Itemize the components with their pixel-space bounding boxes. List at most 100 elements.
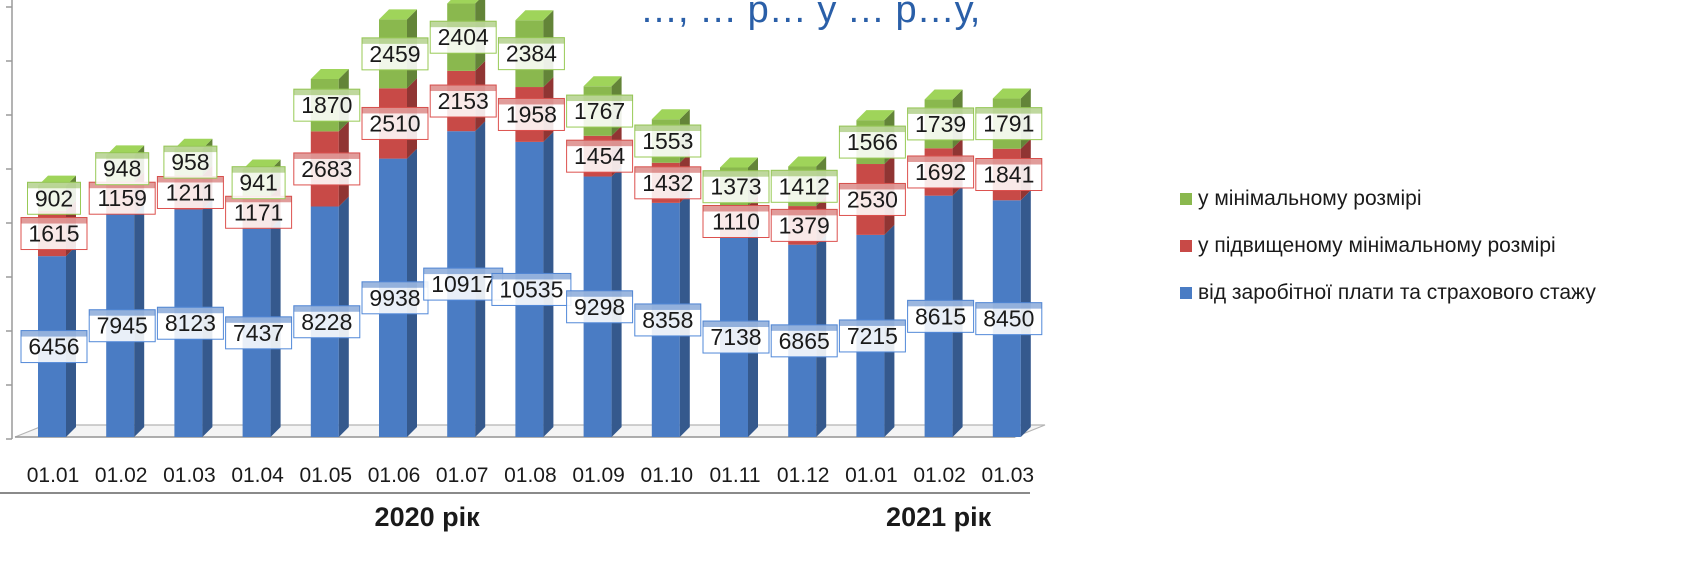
svg-text:10917: 10917: [431, 271, 495, 297]
data-label: 2384: [497, 37, 565, 71]
svg-text:1432: 1432: [642, 170, 693, 196]
data-label: 1373: [702, 170, 770, 204]
data-label: 902: [27, 181, 81, 215]
svg-text:8228: 8228: [301, 309, 352, 335]
data-label: 1171: [225, 195, 293, 229]
x-tick-label: 01.03: [163, 464, 216, 487]
x-tick-label: 01.10: [641, 464, 694, 487]
svg-text:1110: 1110: [712, 208, 760, 234]
svg-text:1379: 1379: [779, 212, 830, 238]
svg-text:1553: 1553: [642, 128, 693, 154]
data-label: 7945: [88, 309, 156, 343]
x-group-label: 2020 рік: [375, 502, 481, 532]
data-label: 7437: [225, 316, 293, 350]
legend-swatch: [1180, 239, 1192, 252]
svg-text:2530: 2530: [847, 186, 898, 212]
svg-text:1159: 1159: [97, 185, 146, 211]
data-label: 2153: [429, 84, 497, 118]
data-label: 1412: [770, 169, 838, 203]
data-label: 7138: [702, 320, 770, 354]
data-label: 6865: [770, 324, 838, 358]
svg-text:2384: 2384: [506, 41, 557, 67]
svg-text:1767: 1767: [574, 98, 625, 124]
data-label: 1958: [497, 97, 565, 131]
data-label: 1553: [634, 124, 702, 158]
legend-item: у підвищеному мінімальному розмірі: [1180, 222, 1596, 269]
legend-swatch: [1180, 286, 1192, 299]
svg-text:1841: 1841: [983, 162, 1034, 188]
svg-text:7437: 7437: [233, 320, 284, 346]
data-label: 2683: [293, 152, 361, 186]
svg-text:941: 941: [239, 170, 277, 196]
data-label: 1739: [907, 107, 975, 141]
data-label: 2530: [838, 182, 906, 216]
legend-swatch: [1180, 192, 1192, 205]
x-tick-label: 01.04: [231, 464, 284, 487]
chart-title: …, … р… у … р…у,: [640, 0, 980, 31]
data-label: 1159: [88, 181, 156, 215]
x-tick-label: 01.02: [95, 464, 148, 487]
data-label: 8228: [293, 305, 361, 339]
svg-text:1412: 1412: [779, 173, 830, 199]
svg-text:1566: 1566: [847, 129, 898, 155]
svg-text:8615: 8615: [915, 303, 966, 329]
svg-text:1739: 1739: [915, 111, 966, 137]
svg-text:2683: 2683: [301, 156, 352, 182]
svg-text:2404: 2404: [438, 24, 489, 50]
data-label: 941: [231, 166, 286, 200]
svg-text:948: 948: [103, 156, 141, 182]
data-label: 1432: [634, 166, 702, 200]
svg-text:6456: 6456: [28, 334, 79, 360]
data-label: 1211: [156, 175, 224, 209]
x-tick-label: 01.03: [982, 464, 1035, 487]
svg-text:1958: 1958: [506, 101, 557, 127]
data-label: 7215: [838, 319, 906, 353]
data-label: 10535: [491, 272, 572, 306]
data-label: 1692: [907, 155, 975, 189]
data-label: 1110: [702, 204, 770, 238]
data-label: 2459: [361, 37, 429, 71]
svg-text:7138: 7138: [710, 324, 761, 350]
x-tick-label: 01.01: [845, 464, 898, 487]
data-label: 1870: [293, 88, 361, 122]
svg-text:2459: 2459: [369, 41, 420, 67]
svg-text:1171: 1171: [234, 199, 283, 225]
svg-text:7945: 7945: [97, 313, 148, 339]
x-tick-label: 01.01: [27, 464, 80, 487]
data-label: 2510: [361, 106, 429, 140]
svg-text:1692: 1692: [915, 159, 966, 185]
x-tick-label: 01.02: [913, 464, 966, 487]
data-label: 1454: [566, 139, 634, 173]
x-tick-label: 01.11: [710, 464, 761, 487]
data-label: 1379: [770, 208, 838, 242]
legend-label: у мінімальному розмірі: [1198, 186, 1422, 210]
x-tick-label: 01.05: [300, 464, 353, 487]
legend-item: від заробітної плати та страхового стажу: [1180, 269, 1596, 316]
data-label: 1767: [566, 94, 634, 128]
data-label: 2404: [429, 20, 497, 54]
svg-text:1615: 1615: [28, 221, 79, 247]
legend-item: у мінімальному розмірі: [1180, 175, 1596, 222]
svg-text:8358: 8358: [642, 307, 693, 333]
data-label: 1841: [975, 158, 1043, 192]
svg-text:10535: 10535: [499, 276, 563, 302]
svg-text:2510: 2510: [369, 110, 420, 136]
x-tick-label: 01.08: [504, 464, 557, 487]
svg-text:2153: 2153: [438, 88, 489, 114]
data-label: 1791: [975, 107, 1043, 141]
data-label: 9938: [361, 281, 429, 315]
svg-text:1454: 1454: [574, 143, 625, 169]
legend-label: у підвищеному мінімальному розмірі: [1198, 233, 1556, 257]
data-label: 10917: [423, 267, 504, 301]
data-label: 1615: [20, 217, 88, 251]
svg-text:1870: 1870: [301, 92, 352, 118]
legend-label: від заробітної плати та страхового стажу: [1198, 280, 1596, 304]
svg-text:9938: 9938: [369, 285, 420, 311]
x-tick-label: 01.07: [436, 464, 489, 487]
svg-text:9298: 9298: [574, 294, 625, 320]
x-tick-label: 01.09: [572, 464, 625, 487]
data-label: 9298: [566, 290, 634, 324]
svg-text:958: 958: [171, 149, 209, 175]
svg-text:902: 902: [35, 185, 73, 211]
data-label: 8615: [907, 299, 975, 333]
